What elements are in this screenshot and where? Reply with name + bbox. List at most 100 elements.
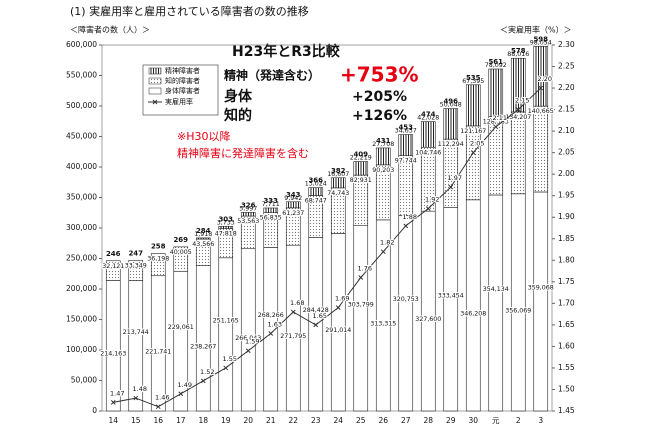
y2-tick-label: 1.65: [558, 320, 575, 329]
bar-segment: [488, 194, 504, 412]
legend-swatch: [148, 77, 162, 85]
value-label: 88,016: [507, 51, 529, 58]
annotation: 身体: [224, 88, 253, 105]
rate-marker: [403, 223, 409, 229]
x-tick-label: 元: [492, 416, 500, 425]
bar-segment: [443, 207, 459, 412]
x-tick-label: 14: [108, 416, 118, 425]
total-label: 431: [376, 137, 391, 145]
value-label: 56,835: [260, 215, 282, 222]
rate-marker: [493, 124, 499, 130]
rate-marker: [133, 395, 139, 401]
y-tick-label: 250,000: [66, 254, 97, 263]
value-label: 271,795: [280, 333, 306, 340]
value-label: 36,198: [147, 256, 169, 263]
bar-segment: [173, 270, 189, 412]
rate-marker: [425, 206, 431, 211]
x-tick-label: 28: [423, 416, 433, 425]
bar-segment: [263, 207, 279, 213]
value-label: 320,753: [393, 296, 419, 303]
y2-tick-label: 1.80: [558, 255, 575, 264]
value-label: 229,061: [168, 324, 194, 331]
total-label: 561: [488, 58, 503, 66]
value-label: 53,563: [237, 218, 259, 225]
rate-label: 2.05: [470, 140, 484, 148]
rate-marker: [358, 275, 364, 280]
rate-line: [113, 87, 542, 408]
total-label: 382: [331, 167, 346, 175]
y2-tick-label: 2.25: [558, 62, 575, 71]
rate-marker: [380, 249, 386, 255]
bar-segment: [465, 125, 481, 201]
x-tick-label: 25: [356, 416, 366, 425]
y-tick-label: 450,000: [66, 132, 97, 141]
value-label: 43,566: [192, 241, 214, 248]
value-label: 90,203: [372, 167, 394, 174]
rate-label: 2.20: [538, 75, 552, 83]
bar-segment: [510, 57, 526, 113]
total-label: 598: [533, 35, 548, 43]
bar-segment: [375, 219, 391, 412]
y-axis-label: ＜障害者の数（人）＞: [70, 25, 150, 35]
legend-label: 実雇用率: [165, 97, 193, 106]
annotation: ※H30以降: [177, 129, 231, 143]
bar-segment: [330, 233, 346, 412]
value-label: 7,711: [262, 201, 280, 208]
value-label: 42,028: [417, 115, 439, 122]
x-tick-label: 21: [266, 416, 276, 425]
y2-tick-label: 1.95: [558, 191, 575, 200]
value-label: 50,048: [440, 102, 462, 109]
rate-marker: [110, 400, 116, 405]
value-label: 213,744: [123, 329, 149, 336]
total-label: 366: [308, 177, 323, 185]
x-tick-label: 27: [401, 416, 411, 425]
rate-label: 2.15: [515, 97, 529, 105]
legend-swatch: [148, 87, 162, 95]
value-label: 97,744: [395, 158, 417, 165]
value-label: 22,219: [350, 155, 372, 162]
y2-tick-label: 1.50: [558, 384, 575, 393]
bar-segment: [218, 226, 234, 229]
bar-segment: [195, 265, 211, 412]
rate-marker: [290, 309, 296, 315]
value-label: 303,799: [348, 301, 374, 308]
value-label: 284,428: [303, 307, 329, 314]
x-tick-label: 23: [311, 416, 321, 425]
value-label: 112,294: [438, 141, 464, 148]
x-tick-label: 26: [378, 416, 388, 425]
value-label: 140,665: [528, 108, 554, 115]
value-label: 16,607: [327, 171, 349, 178]
value-label: 1,918: [194, 231, 212, 238]
bar-segment: [420, 121, 436, 148]
total-label: 409: [353, 151, 368, 159]
value-label: 356,069: [505, 307, 531, 314]
value-label: 104,746: [415, 149, 441, 156]
rate-label: 1.92: [425, 196, 439, 204]
value-label: 47,818: [215, 231, 237, 238]
value-label: 78,092: [485, 62, 507, 69]
bar-segment: [443, 108, 459, 140]
y-tick-label: 100,000: [66, 345, 97, 354]
y2-tick-label: 2.05: [558, 148, 575, 157]
total-label: 326: [241, 201, 256, 209]
value-label: 327,600: [415, 316, 441, 323]
y2-tick-label: 1.55: [558, 363, 575, 372]
value-label: 251,165: [213, 317, 239, 324]
annotation: 知的: [224, 107, 252, 124]
value-label: 74,743: [327, 190, 349, 197]
y-tick-label: 400,000: [66, 162, 97, 171]
bar-segment: [240, 212, 256, 217]
bar-segment: [533, 191, 549, 412]
bar-segment: [398, 134, 414, 157]
y2-tick-label: 2.30: [558, 40, 575, 49]
rate-label: 1.69: [335, 295, 349, 303]
value-label: 27,708: [372, 141, 394, 148]
bar-segment: [308, 187, 324, 196]
bar-segment: [173, 246, 189, 272]
legend-swatch: [148, 67, 162, 75]
value-label: 33,349: [125, 262, 147, 269]
y-tick-label: 0: [92, 406, 97, 415]
total-label: 535: [466, 74, 481, 82]
bar-segment: [150, 253, 166, 277]
